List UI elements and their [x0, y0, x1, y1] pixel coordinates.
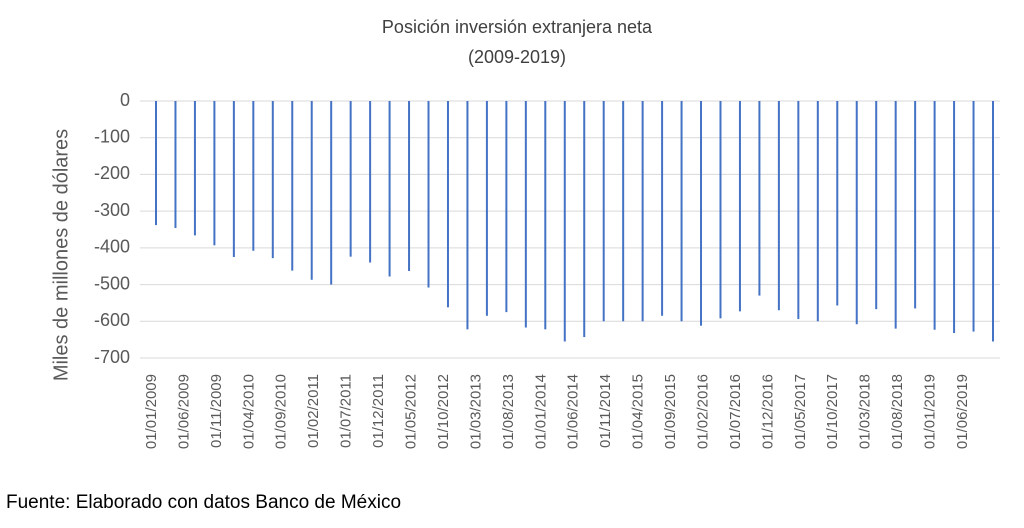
x-tick-label: 01/03/2018 — [857, 374, 874, 449]
bar — [466, 101, 469, 330]
bar — [875, 101, 878, 310]
y-tick-label: -500 — [94, 273, 130, 293]
bar — [992, 101, 994, 342]
bar — [388, 101, 391, 277]
y-tick-label: -300 — [94, 200, 130, 220]
x-tick-label: 01/02/2016 — [694, 374, 711, 449]
x-tick-label: 01/08/2018 — [889, 374, 906, 449]
chart-title: Posición inversión extranjera neta — [382, 17, 653, 37]
x-tick-label: 01/05/2017 — [792, 374, 809, 449]
bar — [544, 101, 547, 330]
bar — [719, 101, 722, 319]
bar — [193, 101, 196, 236]
x-tick-label: 01/12/2011 — [370, 374, 387, 448]
x-tick-label: 01/04/2010 — [240, 374, 257, 449]
bar — [894, 101, 897, 329]
y-tick-label: 0 — [120, 90, 130, 110]
bar — [855, 101, 858, 325]
bar — [602, 101, 605, 322]
bar — [836, 101, 839, 306]
x-tick-label: 01/05/2012 — [403, 374, 420, 449]
x-tick-label: 01/06/2014 — [565, 374, 582, 449]
bar — [816, 101, 819, 322]
x-tick-label: 01/12/2016 — [759, 374, 776, 449]
bar — [933, 101, 936, 330]
bar — [271, 101, 274, 259]
bar — [758, 101, 761, 296]
bar — [485, 101, 488, 316]
bar — [369, 101, 372, 263]
source: Fuente: Elaborado con datos Banco de Méx… — [6, 492, 401, 513]
bar — [232, 101, 235, 258]
x-tick-label: 01/04/2015 — [630, 374, 647, 449]
x-tick-label: 01/06/2019 — [954, 374, 971, 449]
bar — [330, 101, 333, 285]
bar — [505, 101, 508, 313]
bar — [310, 101, 313, 280]
x-tick-label: 01/06/2009 — [175, 374, 192, 449]
bar — [641, 101, 644, 322]
bar — [797, 101, 800, 320]
x-tick-label: 01/02/2011 — [305, 374, 322, 448]
bar — [972, 101, 975, 332]
bar — [661, 101, 664, 316]
x-tick-label: 01/07/2016 — [727, 374, 744, 449]
bar — [252, 101, 255, 251]
bar — [680, 101, 683, 322]
bar — [914, 101, 917, 309]
x-tick-label: 01/10/2012 — [435, 374, 452, 449]
y-tick-label: -400 — [94, 237, 130, 257]
x-tick-label: 01/07/2011 — [338, 374, 355, 448]
bar — [291, 101, 294, 271]
x-tick-label: 01/11/2014 — [597, 374, 614, 448]
x-tick-label: 01/09/2010 — [273, 374, 290, 449]
y-tick-label: -600 — [94, 310, 130, 330]
bar — [524, 101, 527, 328]
y-tick-label: -100 — [94, 126, 130, 146]
bar — [700, 101, 703, 326]
x-tick-label: 01/08/2013 — [500, 374, 517, 449]
bar — [583, 101, 586, 338]
bar — [953, 101, 956, 334]
y-axis-label: Miles de millones de dólares — [50, 129, 72, 381]
y-tick-label: -700 — [94, 347, 130, 367]
x-tick-label: 01/09/2015 — [662, 374, 679, 449]
bar — [349, 101, 352, 257]
bar — [738, 101, 741, 312]
x-tick-label: 01/01/2014 — [532, 374, 549, 449]
x-tick-label: 01/11/2009 — [208, 374, 225, 448]
bar — [622, 101, 625, 322]
bar — [427, 101, 430, 288]
x-tick-label: 01/03/2013 — [467, 374, 484, 449]
x-tick-label: 01/01/2009 — [143, 374, 160, 449]
x-tick-label: 01/01/2019 — [922, 374, 939, 449]
bar — [174, 101, 177, 229]
y-tick-label: -200 — [94, 163, 130, 183]
bar — [777, 101, 780, 311]
bar — [408, 101, 411, 271]
bar — [563, 101, 566, 342]
bar — [213, 101, 216, 246]
bar — [155, 101, 157, 226]
x-tick-label: 01/10/2017 — [824, 374, 841, 449]
bar — [446, 101, 449, 308]
chart-subtitle: (2009-2019) — [468, 47, 566, 67]
